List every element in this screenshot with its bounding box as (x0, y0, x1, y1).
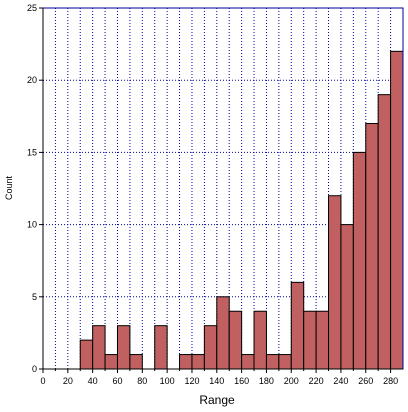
y-tick-label: 20 (27, 75, 37, 85)
x-tick-label: 100 (160, 376, 175, 386)
y-tick-label: 10 (27, 220, 37, 230)
x-tick-label: 40 (88, 376, 98, 386)
x-tick-label: 120 (184, 376, 199, 386)
bar-60 (116, 325, 131, 370)
bar-220 (315, 310, 330, 370)
bar-170 (253, 310, 267, 370)
bar-50 (104, 354, 118, 370)
x-axis-ticks: 0 20 40 60 80 100 120 140 160 180 200 220 240 260 280 (40, 369, 398, 386)
bar-210 (303, 310, 317, 370)
x-tick-label: 180 (259, 376, 274, 386)
y-tick-label: 15 (27, 147, 37, 157)
x-tick-label: 20 (63, 376, 73, 386)
bar-200 (290, 281, 305, 370)
y-axis-title: Count (4, 176, 14, 201)
bar-40 (92, 325, 106, 370)
bar-150 (228, 310, 243, 370)
x-tick-label: 0 (40, 376, 45, 386)
y-axis-ticks: 0 5 10 15 20 25 (27, 3, 43, 374)
x-axis-title: Range (199, 393, 235, 407)
y-tick-label: 0 (32, 364, 37, 374)
bar-90 (154, 325, 168, 370)
bar-190 (278, 354, 292, 370)
x-tick-label: 220 (309, 376, 324, 386)
bar-230 (328, 195, 342, 370)
bar-240 (340, 224, 354, 370)
bar-250 (352, 151, 367, 370)
bars-group (79, 50, 404, 370)
x-tick-label: 280 (383, 376, 398, 386)
bar-270 (377, 94, 392, 370)
y-tick-label: 25 (27, 3, 37, 13)
x-tick-label: 260 (358, 376, 373, 386)
bar-70 (129, 354, 143, 370)
bar-160 (241, 354, 255, 370)
x-tick-label: 240 (333, 376, 348, 386)
bar-110 (179, 354, 193, 370)
x-tick-label: 200 (284, 376, 299, 386)
bar-260 (365, 123, 379, 370)
x-tick-label: 60 (112, 376, 122, 386)
x-tick-label: 160 (234, 376, 249, 386)
x-tick-label: 140 (209, 376, 224, 386)
bar-120 (191, 354, 205, 370)
bar-130 (203, 325, 218, 370)
bar-180 (265, 354, 280, 370)
bar-30 (79, 339, 94, 370)
bar-280 (390, 50, 404, 370)
x-tick-label: 80 (137, 376, 147, 386)
bar-140 (216, 296, 230, 370)
y-tick-label: 5 (32, 292, 37, 302)
